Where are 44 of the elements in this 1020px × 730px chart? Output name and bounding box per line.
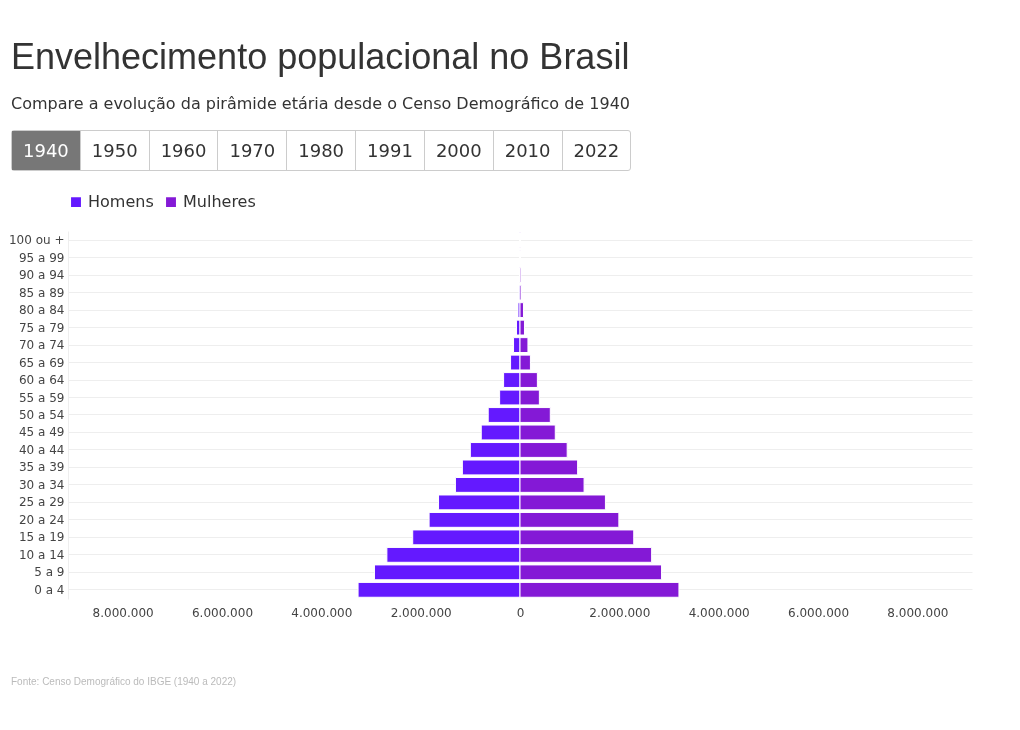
y-tick-label: 60 a 64: [18, 373, 65, 388]
text: 1991: [355, 131, 424, 170]
source-note: Fonte: Censo Demográfico do IBGE (1940 a 2022): [11, 676, 237, 687]
y-tick-label: 100 ou +: [8, 233, 65, 248]
y-tick-label: 15 a 19: [18, 530, 65, 545]
x-tick-label: 4.000.000: [291, 605, 353, 620]
y-tick-label: 40 a 44: [18, 442, 65, 457]
text: 2000: [423, 131, 493, 170]
text: 1980: [286, 131, 356, 170]
chart-title: Envelhecimento populacional no Brasil: [11, 36, 630, 78]
y-tick-label: 5 a 9: [34, 565, 65, 580]
y-tick-label: 25 a 29: [18, 495, 65, 510]
y-tick-label: 10 a 14: [18, 547, 65, 562]
x-tick-label: 0: [516, 605, 525, 620]
y-tick-label: 50 a 54: [18, 408, 65, 422]
text: 1950: [79, 131, 149, 170]
y-tick-label: 95 a 99: [18, 250, 65, 265]
y-tick-label: 35 a 39: [18, 460, 65, 475]
text: 2010: [492, 131, 562, 170]
y-tick-label: 20 a 24: [18, 512, 65, 527]
x-tick-label: 8.000.000: [92, 605, 154, 620]
y-tick-label: 85 a 89: [18, 285, 65, 300]
legend-label: Homens: [88, 192, 154, 212]
y-tick-label: 0 a 4: [34, 582, 65, 597]
legend-label: Mulheres: [183, 192, 256, 212]
text: 1970: [217, 131, 287, 170]
text: 1960: [148, 131, 218, 170]
y-tick-label: 30 a 34: [18, 477, 65, 492]
text: 1940: [12, 131, 80, 170]
x-tick-label: 6.000.000: [787, 605, 850, 620]
x-tick-label: 2.000.000: [390, 605, 452, 620]
text: 2022: [561, 131, 631, 170]
x-tick-label: 8.000.000: [887, 605, 949, 620]
x-tick-label: 6.000.000: [191, 605, 254, 620]
chart-subtitle: Compare a evolução da pirâmide etária desde o Censo Demográfico de 1940: [11, 94, 630, 113]
x-tick-label: 4.000.000: [688, 605, 750, 620]
y-tick-label: 70 a 74: [18, 338, 65, 353]
y-tick-label: 75 a 79: [18, 320, 65, 335]
x-tick-label: 2.000.000: [589, 605, 651, 620]
y-tick-label: 55 a 59: [18, 390, 65, 405]
y-tick-label: 45 a 49: [18, 425, 65, 440]
y-tick-label: 90 a 94: [18, 268, 65, 283]
y-tick-label: 65 a 69: [18, 355, 65, 370]
y-tick-label: 80 a 84: [18, 303, 65, 318]
